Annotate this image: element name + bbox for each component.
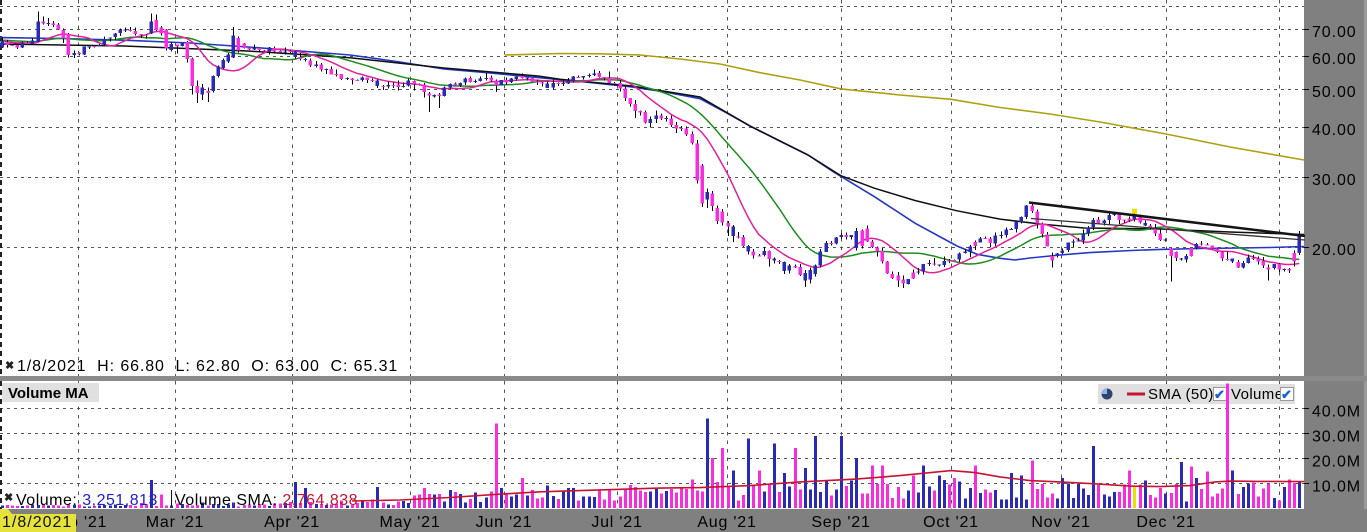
- svg-text:Volume MA: Volume MA: [8, 385, 89, 402]
- svg-text:20.0M: 20.0M: [1312, 454, 1361, 471]
- svg-text:✖: ✖: [4, 492, 13, 504]
- svg-text:40.0M: 40.0M: [1312, 404, 1361, 421]
- svg-text:Sep '21: Sep '21: [811, 514, 870, 531]
- svg-text:May '21: May '21: [379, 514, 440, 531]
- svg-text:20.00: 20.00: [1312, 242, 1357, 259]
- svg-text:✔: ✔: [1214, 387, 1225, 402]
- svg-text:✖: ✖: [5, 360, 14, 372]
- svg-text:Mar '21: Mar '21: [146, 514, 204, 531]
- svg-text:60.00: 60.00: [1312, 51, 1357, 68]
- svg-text:1/8/2021: 1/8/2021: [2, 514, 72, 531]
- svg-text:30.00: 30.00: [1312, 172, 1357, 189]
- svg-text:✔: ✔: [1281, 387, 1292, 402]
- svg-text:Nov '21: Nov '21: [1031, 514, 1090, 531]
- svg-text:30.0M: 30.0M: [1312, 429, 1361, 446]
- svg-text:Apr '21: Apr '21: [264, 514, 320, 531]
- svg-text:Volume: Volume: [1231, 386, 1283, 403]
- svg-text:Jul '21: Jul '21: [591, 514, 642, 531]
- svg-text:Volume: 3,251,813: Volume: 3,251,813: [16, 492, 158, 509]
- svg-text:Oct '21: Oct '21: [923, 514, 979, 531]
- svg-text:Aug '21: Aug '21: [697, 514, 756, 531]
- svg-text:50.00: 50.00: [1312, 84, 1357, 101]
- svg-text:70.00: 70.00: [1312, 24, 1357, 41]
- svg-text:Dec '21: Dec '21: [1136, 514, 1195, 531]
- svg-text:40.00: 40.00: [1312, 122, 1357, 139]
- svg-text:1/8/2021 H: 66.80 L: 62.80: 1/8/2021 H: 66.80 L: 62.80 O: 63.00 C: 6…: [17, 358, 398, 375]
- svg-text:SMA (50): SMA (50): [1148, 386, 1214, 403]
- svg-text:Jun '21: Jun '21: [476, 514, 533, 531]
- svg-text:Volume SMA: 2,764,838: Volume SMA: 2,764,838: [175, 492, 358, 509]
- svg-text:10.0M: 10.0M: [1312, 479, 1361, 496]
